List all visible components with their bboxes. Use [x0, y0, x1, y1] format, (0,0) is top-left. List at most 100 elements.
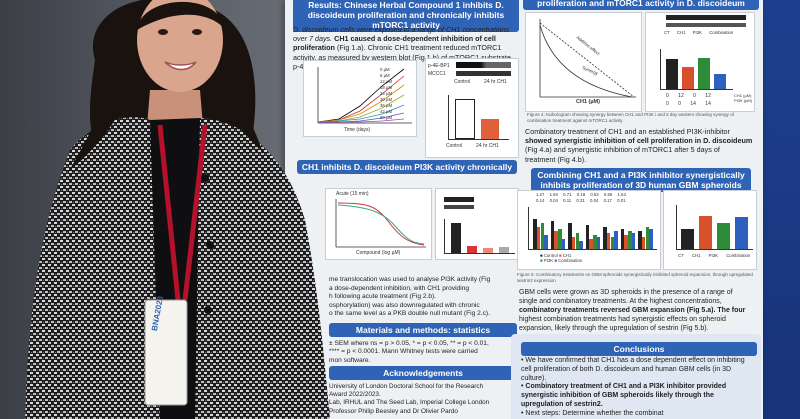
- gbm-bar: [533, 219, 537, 249]
- results-text-1: D. discoideum cells were exposed to a ra…: [293, 25, 510, 44]
- western-blot-band: [666, 15, 746, 20]
- legend-entry: 50 µM: [380, 115, 393, 120]
- blot2-col: CT: [664, 30, 670, 35]
- figure-1a: Time (days) 0 µM 6 µM 12 µM 18 µM 24 µM …: [303, 60, 417, 137]
- gbm-bar: [596, 237, 601, 249]
- blot2-columns: CT CH1 PI3K Combination: [664, 30, 733, 35]
- conclusion-item: • Next steps: Determine whether the comb…: [521, 409, 664, 417]
- gbm-bar: [593, 235, 597, 249]
- results-text-2: CH1 caused a dose-dependent inhibition o…: [293, 34, 496, 53]
- name-badge: [144, 299, 188, 406]
- gbm-bar: [645, 227, 650, 249]
- methods-text-line: mon software.: [329, 356, 371, 364]
- gbm-bar: [628, 231, 632, 249]
- fig4b-legend: CH1 (µM) PI3K (µM): [734, 93, 752, 103]
- pvalue: 0.17: [603, 198, 612, 203]
- fig4b-cat: 0: [693, 93, 696, 99]
- pvalue: 1.94: [549, 192, 558, 197]
- legend-entry: PI3K (µM): [734, 98, 753, 103]
- pvalue: 0.04: [589, 198, 599, 203]
- gbm-bar: [589, 239, 593, 249]
- legend-entry: Combination: [558, 258, 583, 263]
- pvalue: 0.14: [536, 198, 545, 203]
- gbm-text-line: expansion, likely through the upregulati…: [519, 325, 709, 332]
- gbm-bar: [610, 237, 615, 249]
- fig1b-category: Control: [446, 143, 463, 149]
- gbm-pvalues-row1: 1.27 1.94 0.71 0.19 0.63 0.56 1.63: [536, 192, 626, 197]
- gbm-bar: [575, 233, 580, 249]
- gbm-bar: [585, 225, 589, 249]
- gbm-bar: [561, 239, 566, 249]
- methods-text-line: ± SEM where ns = p > 0.05, * = p < 0.05,…: [329, 340, 489, 347]
- legend-entry: 30 µM: [380, 97, 393, 102]
- bar: [666, 59, 678, 89]
- fig4b-sub: 14: [705, 101, 711, 107]
- sestrin-x-labels: CT CH1 PI3K Combination: [678, 253, 750, 258]
- eye-left: [158, 29, 168, 35]
- jacket-button: [206, 241, 214, 249]
- bar: [714, 74, 726, 89]
- fig4b-cat: 12: [678, 93, 684, 99]
- smile: [164, 61, 197, 71]
- gbm-bar: [641, 237, 646, 249]
- ack-text-line: University of London Doctoral School for…: [329, 383, 484, 390]
- bar: [483, 248, 493, 253]
- bar: [681, 229, 694, 249]
- gbm-header: Combining CH1 and a PI3K inhibitor syner…: [531, 168, 751, 192]
- figure-4b: CT CH1 PI3K Combination 0 12 0 12 0 0 14…: [645, 12, 755, 112]
- gbm-bar: [638, 231, 642, 249]
- gbm-bar: [536, 227, 541, 249]
- bar: [451, 223, 461, 253]
- gbm-bar: [606, 233, 611, 249]
- conclusion-text: Next steps: Determine whether the combin…: [525, 409, 664, 417]
- methods-paragraph: ± SEM where ns = p > 0.05, * = p < 0.05,…: [329, 340, 519, 365]
- lanyard-right: [182, 124, 208, 301]
- methods-header: Materials and methods: statistics: [329, 323, 517, 337]
- figure-2c: [435, 188, 519, 260]
- gbm-header-text: Combining CH1 and a PI3K inhibitor syner…: [537, 170, 745, 190]
- gbm-bar: [649, 229, 653, 249]
- western-blot-band: [456, 62, 511, 68]
- lanyard-left: [157, 124, 181, 301]
- fig4b-cat: 12: [705, 93, 711, 99]
- gbm-text-line: GBM cells were grown as 3D spheroids in …: [519, 289, 733, 296]
- bar: [682, 67, 694, 89]
- gbm-bar: [614, 231, 618, 249]
- gbm-bar-area: [528, 207, 657, 250]
- western-blot-band: [444, 197, 474, 202]
- pvalue: 0.04: [549, 198, 558, 203]
- synergy-header: proliferation and mTORC1 activity in D. …: [523, 0, 759, 10]
- legend-entry: Control: [543, 253, 558, 258]
- pvalue: 1.27: [536, 192, 545, 197]
- methods-text-line: **** = p < 0.0001. Mann Whitney tests we…: [329, 348, 478, 356]
- western-blot-band: [456, 71, 511, 76]
- figure-5b: CT CH1 PI3K Combination: [663, 190, 757, 270]
- acknowledgements-paragraph: University of London Doctoral School for…: [329, 383, 519, 416]
- bar-ch1: [481, 119, 499, 139]
- gbm-bar: [554, 231, 558, 249]
- combo-text-line: showed synergistic inhibition of cell pr…: [525, 136, 753, 146]
- fig2c-bar-area: [444, 219, 515, 254]
- gbm-bar: [603, 227, 607, 249]
- conclusion-text: Combinatory treatment of CH1 and a PI3K …: [521, 383, 727, 408]
- pvalue: 0.56: [603, 192, 613, 197]
- combo-text-line: (Fig 4.a) and synergistic inhibition of …: [525, 145, 720, 155]
- blot-group-label: Control: [454, 79, 471, 85]
- person-figure: [25, 0, 330, 419]
- acknowledgements-header: Acknowledgements: [329, 366, 517, 380]
- blot-group-label: 24 hr CH1: [484, 79, 507, 85]
- combo-text-line: Combinatory treatment of CH1 and an esta…: [525, 127, 730, 136]
- figure-4a: CH1 (µM) Additive effect Synergy: [525, 12, 642, 112]
- methods-header-text: Materials and methods: statistics: [355, 325, 491, 335]
- conclusions-header-text: Conclusions: [613, 344, 665, 354]
- sestrin-cat: CH1: [691, 253, 701, 258]
- figure-4-caption: Figure 4: Isobologram showing synergy be…: [527, 112, 734, 123]
- hair-left-strand: [70, 60, 135, 170]
- sestrin-cat: Combination: [726, 253, 751, 258]
- pvalue: 0.11: [563, 198, 572, 203]
- isobologram: [539, 19, 636, 98]
- fig1b-category: 24 hr CH1: [476, 143, 499, 149]
- pvalue: 0.63: [590, 192, 599, 197]
- legend-entry: 0 µM: [380, 67, 390, 72]
- bar: [499, 247, 509, 253]
